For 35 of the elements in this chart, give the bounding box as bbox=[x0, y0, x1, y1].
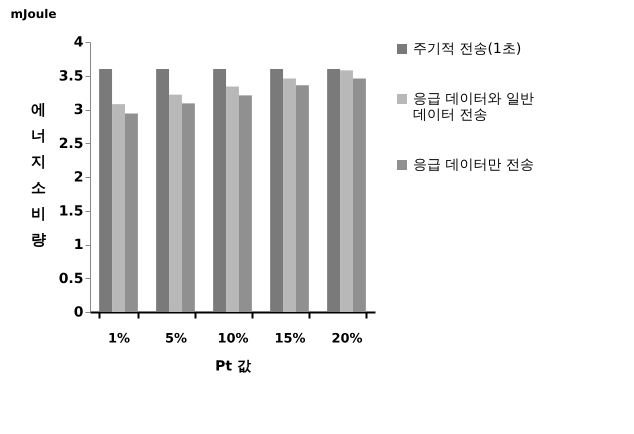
bar bbox=[213, 69, 226, 312]
y-tick-label: 3.5 bbox=[58, 68, 84, 84]
bar bbox=[270, 69, 284, 312]
x-tick-label: 5% bbox=[164, 332, 188, 346]
bar bbox=[283, 78, 296, 312]
bar bbox=[327, 69, 340, 312]
y-tick-label: 2.5 bbox=[58, 136, 84, 152]
y-tick-label: 4 bbox=[74, 34, 84, 50]
bar bbox=[226, 86, 239, 312]
x-tick-label: 1% bbox=[108, 332, 130, 346]
y-tick-label: 3 bbox=[74, 102, 84, 118]
bar bbox=[182, 103, 195, 312]
text: mJoule bbox=[10, 7, 57, 21]
bar bbox=[340, 70, 353, 312]
bar bbox=[124, 114, 138, 312]
bar bbox=[169, 94, 182, 312]
y-tick-label: 0.5 bbox=[58, 270, 84, 287]
y-axis-title: 에너지 소비량 bbox=[31, 100, 46, 248]
x-tick-label: 15% bbox=[274, 332, 306, 346]
bar bbox=[112, 104, 125, 312]
legend-label: 응급 데이터만 전송 bbox=[413, 157, 534, 173]
legend-label: 응급 데이터와 일반 데이터 전송 bbox=[413, 91, 534, 123]
bar bbox=[156, 69, 170, 312]
bar bbox=[99, 69, 112, 312]
y-tick-label: 1.5 bbox=[58, 203, 84, 220]
bar bbox=[238, 95, 252, 312]
x-axis-title: Pt 값 bbox=[215, 358, 252, 374]
y-tick-label: 0 bbox=[74, 304, 84, 320]
x-tick-label: 20% bbox=[331, 332, 363, 346]
y-tick-label: 2 bbox=[74, 170, 84, 186]
x-tick-label: 10% bbox=[217, 332, 249, 346]
bar bbox=[296, 85, 309, 312]
bar bbox=[352, 78, 366, 312]
legend-label: 주기적 전송(1초) bbox=[413, 41, 522, 57]
y-tick-label: 1 bbox=[74, 237, 84, 253]
